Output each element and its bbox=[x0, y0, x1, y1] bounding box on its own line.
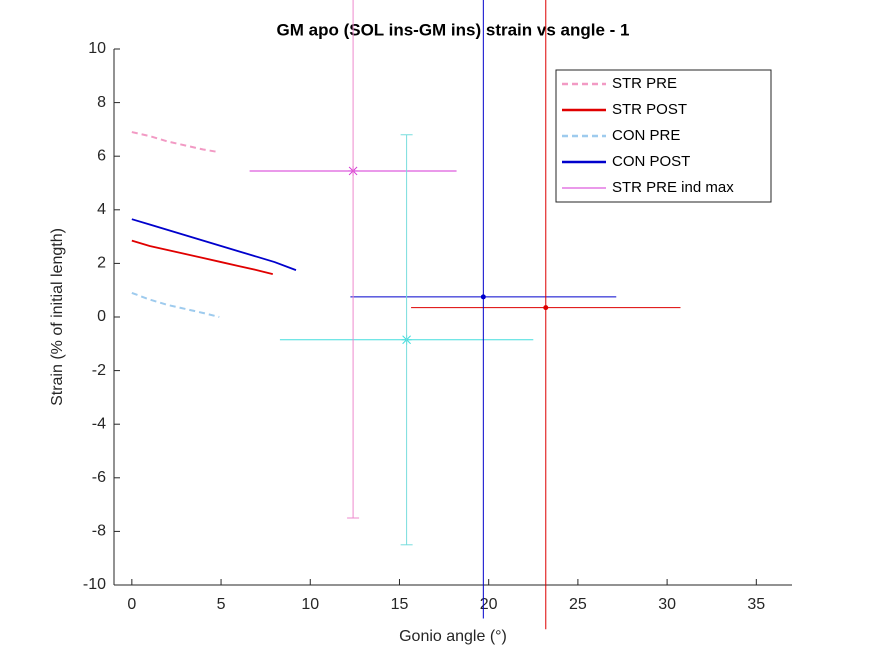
x-tick-label: 35 bbox=[747, 596, 765, 613]
series-line bbox=[131, 131, 220, 154]
x-axis-label: Gonio angle (°) bbox=[399, 628, 507, 645]
x-tick-label: 10 bbox=[301, 596, 319, 613]
y-tick-label: 6 bbox=[97, 147, 106, 164]
x-tick-label: 5 bbox=[217, 596, 226, 613]
y-tick-label: 4 bbox=[97, 201, 106, 218]
legend-label: STR PRE bbox=[612, 75, 677, 92]
chart-title: GM apo (SOL ins-GM ins) strain vs angle … bbox=[277, 20, 630, 39]
x-tick-label: 25 bbox=[569, 596, 587, 613]
x-tick-label: 30 bbox=[658, 596, 676, 613]
y-tick-label: 0 bbox=[97, 308, 106, 325]
series-line bbox=[131, 291, 220, 318]
legend-label: STR PRE ind max bbox=[612, 179, 734, 196]
legend: STR PRE STR POST CON PRE CON POST STR PRE in… bbox=[555, 69, 772, 203]
legend-label: CON POST bbox=[612, 153, 690, 170]
series-line bbox=[131, 239, 274, 275]
y-tick-label: 8 bbox=[97, 94, 106, 111]
y-tick-label: -8 bbox=[92, 523, 106, 540]
y-tick-label: 2 bbox=[97, 255, 106, 272]
x-tick-label: 0 bbox=[127, 596, 136, 613]
y-axis-label: Strain (% of initial length) bbox=[49, 228, 66, 406]
y-tick-label: 10 bbox=[88, 40, 106, 57]
legend-box bbox=[555, 69, 772, 203]
legend-label: CON PRE bbox=[612, 127, 680, 144]
y-tick-label: -10 bbox=[83, 576, 106, 593]
y-tick-label: -6 bbox=[92, 469, 106, 486]
y-tick-label: -2 bbox=[92, 362, 106, 379]
x-tick-label: 15 bbox=[391, 596, 409, 613]
legend-label: STR POST bbox=[612, 101, 687, 118]
series-line bbox=[131, 218, 297, 271]
x-tick-label: 20 bbox=[480, 596, 498, 613]
y-tick-label: -4 bbox=[92, 415, 106, 432]
